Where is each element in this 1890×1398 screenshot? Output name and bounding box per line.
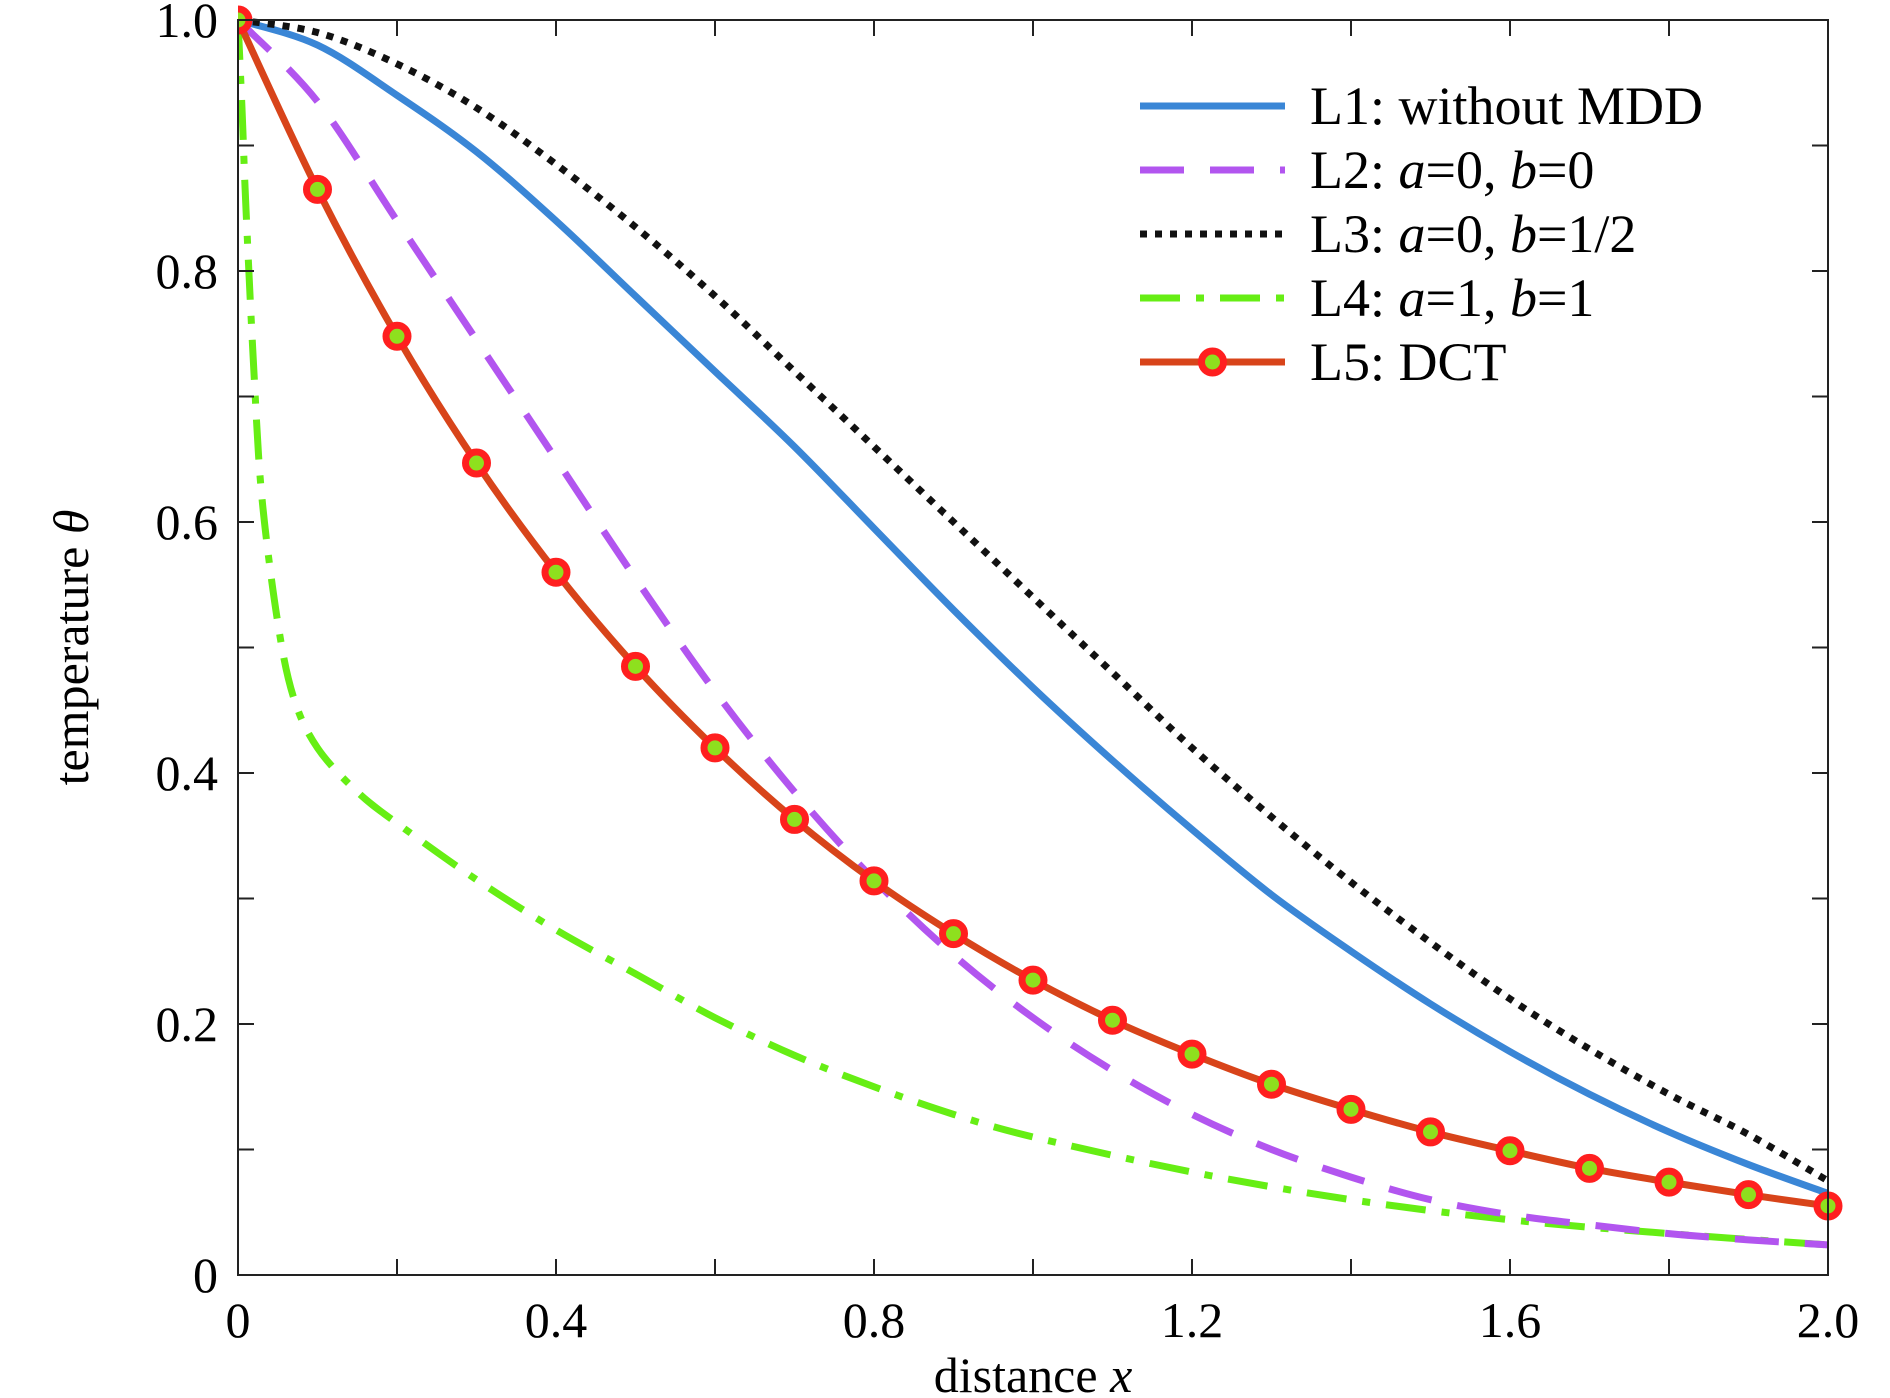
- tick-labels: 0 0.4 0.8 1.2 1.6 2.0 0 0.2 0.4 0.6 0.8 1.0: [156, 0, 1860, 1348]
- series-marker-l5: [1098, 1005, 1127, 1035]
- x-tick-label: 0.4: [525, 1292, 588, 1348]
- series-line-l1: [238, 16, 1830, 1197]
- series-marker-l5: [1654, 1167, 1684, 1197]
- series-marker-l5: [1734, 1180, 1763, 1210]
- series-marker-l5: [780, 804, 809, 834]
- series-marker-l5: [1336, 1094, 1366, 1124]
- legend-label-l3: L3: a=0, b=1/2: [1310, 204, 1636, 264]
- legend-label-l1: L1: without MDD: [1310, 76, 1703, 136]
- legend-label-l2: L2: a=0, b=0: [1310, 140, 1594, 200]
- series-marker-l5: [303, 174, 332, 204]
- x-tick-label: 2.0: [1797, 1292, 1860, 1348]
- x-tick-label: 0: [226, 1292, 251, 1348]
- x-axis-title-text: distance: [934, 1347, 1098, 1398]
- series-line-l2: [238, 17, 1829, 1249]
- x-tick-label: 1.2: [1161, 1292, 1224, 1348]
- y-axis-title: temperature θ: [43, 510, 99, 786]
- series-line-l4: [238, 19, 1829, 1249]
- y-axis-title-var: θ: [43, 510, 99, 535]
- series-marker-l5: [541, 557, 571, 587]
- y-tick-label: 0.8: [156, 243, 219, 299]
- series-marker-l5: [1495, 1136, 1525, 1166]
- legend-label-l4: L4: a=1, b=1: [1310, 268, 1594, 328]
- y-axis-title-text: temperature: [43, 547, 99, 786]
- series-marker-l5: [859, 866, 889, 896]
- series-marker-l5: [621, 651, 650, 681]
- series-marker-l5: [1575, 1153, 1604, 1183]
- series-marker-l5: [1177, 1039, 1207, 1069]
- legend-label-l5: L5: DCT: [1310, 332, 1507, 392]
- series-marker-l5: [1018, 965, 1048, 995]
- y-tick-label: 0.6: [156, 494, 219, 550]
- x-tick-label: 0.8: [843, 1292, 906, 1348]
- y-tick-label: 0.2: [156, 996, 219, 1052]
- series-marker-l5: [462, 448, 491, 478]
- x-tick-label: 1.6: [1479, 1292, 1542, 1348]
- series-marker-l5: [939, 919, 968, 949]
- series-marker-l5: [1416, 1117, 1445, 1147]
- ticks-layer: [237, 19, 1829, 1276]
- series-marker-l5: [382, 321, 412, 351]
- x-axis-title-var: x: [1109, 1347, 1132, 1398]
- series-marker-l5: [1257, 1069, 1286, 1099]
- y-tick-label: 1.0: [156, 0, 219, 48]
- x-axis-title: distance x: [934, 1347, 1133, 1398]
- legend-marker-l5: [1198, 347, 1227, 377]
- y-tick-label: 0: [193, 1247, 218, 1303]
- y-tick-label: 0.4: [156, 745, 219, 801]
- series-marker-l5: [700, 733, 730, 763]
- series-layer: [238, 5, 1843, 1249]
